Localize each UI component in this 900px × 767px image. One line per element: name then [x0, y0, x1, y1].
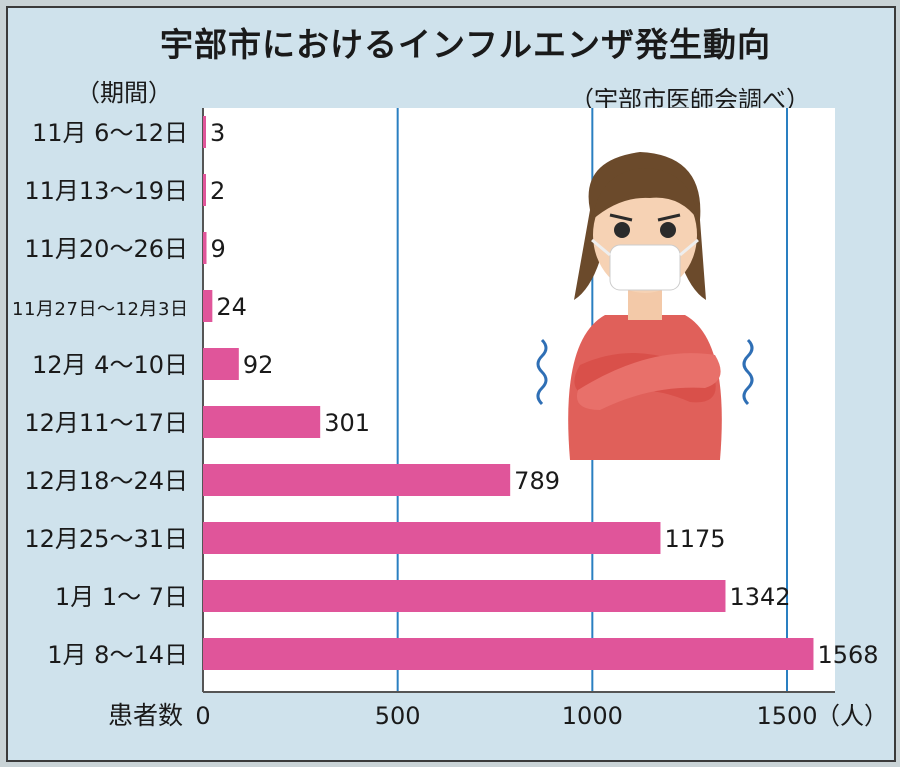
x-axis-label: 患者数: [108, 701, 183, 730]
data-label: 2: [210, 177, 225, 205]
category-label: 11月13〜19日: [24, 177, 188, 205]
category-label: 12月11〜17日: [24, 409, 188, 437]
data-label: 24: [216, 293, 247, 321]
bar: [203, 406, 321, 438]
category-label: 1月 8〜14日: [47, 641, 188, 669]
bar: [203, 174, 206, 206]
data-label: 301: [324, 409, 370, 437]
data-label: 9: [211, 235, 226, 263]
bar: [203, 290, 213, 322]
x-tick-label: 1500: [756, 702, 817, 730]
x-axis-unit: （人）: [816, 702, 888, 730]
x-tick-label: 1000: [562, 702, 623, 730]
data-label: 1568: [817, 641, 878, 669]
x-tick-label: 500: [375, 702, 421, 730]
category-label: 12月18〜24日: [24, 467, 188, 495]
category-label: 12月25〜31日: [24, 525, 188, 553]
bar: [203, 522, 661, 554]
x-tick-label: 0: [195, 702, 210, 730]
bar: [203, 580, 726, 612]
bar: [203, 116, 206, 148]
data-label: 1342: [729, 583, 790, 611]
data-label: 92: [243, 351, 274, 379]
category-label: 11月 6〜12日: [32, 119, 188, 147]
category-label: 11月20〜26日: [24, 235, 188, 263]
category-label: 1月 1〜 7日: [55, 583, 188, 611]
bar: [203, 638, 814, 670]
data-label: 789: [514, 467, 560, 495]
category-label: 12月 4〜10日: [32, 351, 188, 379]
data-label: 3: [210, 119, 225, 147]
bar: [203, 232, 207, 264]
chart-title: 宇部市におけるインフルエンザ発生動向: [160, 25, 772, 64]
category-label: 11月27日〜12月3日: [12, 299, 188, 320]
bar: [203, 348, 239, 380]
data-label: 1175: [664, 525, 725, 553]
period-header: （期間）: [76, 79, 172, 107]
bar: [203, 464, 511, 496]
masked-girl-shivering-icon: [536, 152, 754, 460]
